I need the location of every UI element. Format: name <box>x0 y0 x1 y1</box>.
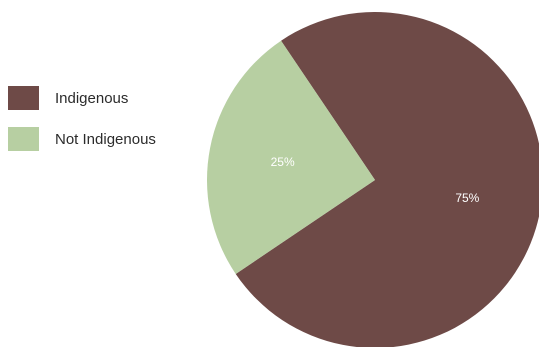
legend-label-indigenous: Indigenous <box>55 89 129 107</box>
legend-swatch-indigenous <box>8 86 39 110</box>
legend-item-not-indigenous: Not Indigenous <box>8 127 156 151</box>
slice-label-indigenous: 75% <box>455 191 479 205</box>
pie-slice-not-indigenous <box>207 40 375 274</box>
legend-item-indigenous: Indigenous <box>8 86 156 110</box>
legend-label-not-indigenous: Not Indigenous <box>55 130 156 148</box>
legend: Indigenous Not Indigenous <box>8 86 156 168</box>
slice-label-not-indigenous: 25% <box>271 155 295 169</box>
legend-swatch-not-indigenous <box>8 127 39 151</box>
pie-slice-indigenous <box>235 12 539 347</box>
